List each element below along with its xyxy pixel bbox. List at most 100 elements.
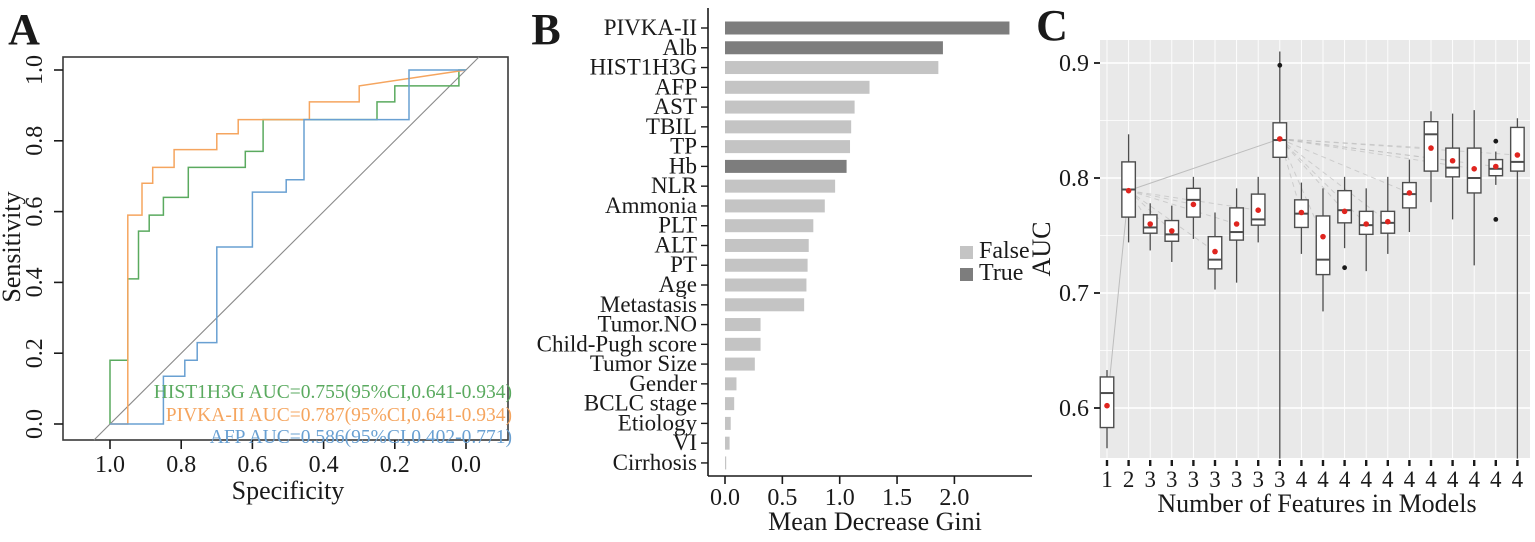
bar-category-label: Child-Pugh score xyxy=(537,331,697,356)
legend-label-true: True xyxy=(979,260,1023,286)
roc-curve-afp xyxy=(110,69,466,425)
box-iqr xyxy=(1315,215,1331,276)
bar-category-label: Cirrhosis xyxy=(613,450,697,475)
roc-curve-hist1h3g xyxy=(109,69,466,424)
roc-plot-border xyxy=(62,56,509,441)
roc-curve-pivka-ii xyxy=(110,69,467,425)
bar-category-label: PT xyxy=(670,252,697,277)
y-axis-title: Sensitivity xyxy=(0,191,26,302)
outlier-point xyxy=(1493,217,1499,222)
bar-category-label: Tumor Size xyxy=(590,351,697,376)
gini-bar-svg: B PIVKA-IIAlbHIST1H3GAFPASTTBILTPHbNLRAmm… xyxy=(531,5,1032,536)
legend-swatch-false xyxy=(960,246,973,259)
model-path-dashed-connector xyxy=(1279,138,1389,223)
x-tick-label: 0.0 xyxy=(451,452,481,478)
mean-point xyxy=(1514,152,1521,158)
bar-vi xyxy=(725,436,730,450)
mean-point xyxy=(1169,228,1175,234)
y-tick-label: 1.0 xyxy=(22,55,48,85)
mean-point xyxy=(1233,221,1240,227)
panel-c-auc-boxplot: C 0.9 0.8 0.7 0.6 AUC 1 2 3 3 3 3 3 3 3 4 4 4 4 4 4 4 4 4 4 4 Numb… xyxy=(1030,0,1535,542)
x-tick-label: 4 xyxy=(1317,467,1329,492)
bar-plt xyxy=(725,219,814,233)
bar-etiology xyxy=(725,416,731,430)
y-tick-label: 0.6 xyxy=(22,197,48,227)
x-tick-label: 4 xyxy=(1425,467,1437,492)
bar-tumor-size xyxy=(725,357,755,371)
x-tick-label: 3 xyxy=(1231,467,1243,492)
x-tick-label: 3 xyxy=(1166,467,1178,492)
x-axis-title: Mean Decrease Gini xyxy=(768,507,982,536)
x-tick-label: 1 xyxy=(1101,467,1113,492)
outlier-point xyxy=(1277,62,1283,68)
outlier-point xyxy=(1493,138,1499,144)
plot-panel-background xyxy=(1100,40,1530,458)
x-tick-label: 4 xyxy=(1360,467,1372,492)
bar-nlr xyxy=(725,179,836,193)
box-iqr xyxy=(1337,189,1353,224)
mean-point xyxy=(1190,201,1197,208)
bar-category-label: TBIL xyxy=(646,114,697,139)
y-tick-label: 0.8 xyxy=(22,126,48,156)
bar-category-label: ALT xyxy=(654,232,697,257)
model-path-dashed-connector xyxy=(1128,190,1151,225)
bar-category-label: Gender xyxy=(629,371,697,396)
y-tick-label: 0.8 xyxy=(1059,166,1089,192)
bar-category-label: HIST1H3G xyxy=(590,55,697,80)
bar-gender xyxy=(725,377,737,391)
mean-point xyxy=(1471,166,1477,172)
bar-category-label: Age xyxy=(659,272,697,297)
x-tick-label: 4 xyxy=(1382,467,1394,492)
y-tick-label: 0.4 xyxy=(22,267,48,297)
x-tick-label: 4 xyxy=(1490,467,1502,492)
x-tick-label: 1.0 xyxy=(95,452,125,478)
bar-bclc-stage xyxy=(725,397,735,411)
roc-svg: A1.0 0.8 0.6 0.4 0.2 0.0Specificity0.00.20.40… xyxy=(0,5,512,505)
bar-category-label: AFP xyxy=(655,74,697,99)
box-iqr xyxy=(1099,376,1115,429)
outlier-point xyxy=(1342,265,1347,271)
bar-category-label: VI xyxy=(673,430,697,455)
model-path-dashed-connector xyxy=(1128,190,1194,205)
roc-auc-label-hist1h3g: HIST1H3G AUC=0.755(95%CI,0.641-0.934) xyxy=(154,382,512,403)
x-tick-label: 4 xyxy=(1296,467,1308,492)
bar-age xyxy=(725,278,807,292)
x-axis-title: Number of Features in Models xyxy=(1157,489,1476,518)
bar-category-label: Alb xyxy=(663,35,698,60)
y-tick-label: 0.7 xyxy=(1059,281,1089,307)
mean-point xyxy=(1277,136,1283,142)
x-tick-label: 3 xyxy=(1252,467,1264,492)
panel-letter-c: C xyxy=(1036,1,1068,50)
bar-cirrhosis xyxy=(725,456,727,470)
y-tick-label: 0.2 xyxy=(22,338,48,368)
box-iqr xyxy=(1509,126,1525,172)
model-path-dashed-connector xyxy=(1279,138,1475,170)
mean-point xyxy=(1341,208,1348,215)
x-tick-label: 4 xyxy=(1512,467,1524,492)
bar-category-label: Ammonia xyxy=(605,193,697,218)
x-tick-label: 2 xyxy=(1123,467,1135,492)
model-path-dashed-connector xyxy=(1279,138,1432,149)
bar-tbil xyxy=(725,120,852,134)
mean-point xyxy=(1428,145,1434,151)
bar-category-label: Tumor.NO xyxy=(598,312,698,337)
bar-tumor-no xyxy=(725,318,761,332)
x-tick-label: 0.8 xyxy=(166,452,196,478)
legend-swatch-true xyxy=(960,268,973,281)
x-tick-label: 0.0 xyxy=(710,485,740,511)
x-tick-label: 4 xyxy=(1468,467,1480,492)
mean-point xyxy=(1125,187,1132,194)
roc-auc-label-afp: AFP AUC=0.586(95%CI,0.402-0.771) xyxy=(210,427,512,448)
bar-category-label: AST xyxy=(654,94,697,119)
bar-hb xyxy=(725,159,847,173)
panel-letter-a: A xyxy=(8,5,40,54)
x-tick-label: 0.4 xyxy=(309,452,339,478)
bar-category-label: PIVKA-II xyxy=(604,15,697,40)
y-tick-label: 0.0 xyxy=(22,409,48,439)
x-tick-label: 1.5 xyxy=(882,485,912,511)
mean-point xyxy=(1363,221,1369,227)
x-tick-label: 4 xyxy=(1339,467,1351,492)
bar-metastasis xyxy=(725,298,805,312)
